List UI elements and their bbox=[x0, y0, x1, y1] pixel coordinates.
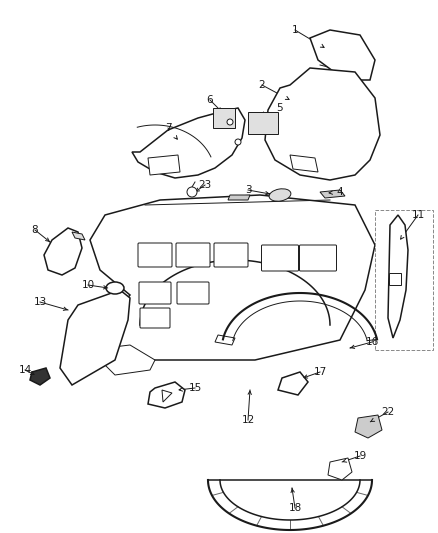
Text: 13: 13 bbox=[33, 297, 46, 307]
FancyBboxPatch shape bbox=[261, 245, 298, 271]
Bar bbox=[212, 108, 234, 128]
Bar bbox=[247, 112, 277, 134]
FancyBboxPatch shape bbox=[176, 243, 209, 267]
Text: 14: 14 bbox=[18, 365, 32, 375]
Text: 11: 11 bbox=[410, 210, 424, 220]
Circle shape bbox=[234, 139, 240, 145]
Polygon shape bbox=[215, 335, 234, 345]
Polygon shape bbox=[327, 458, 351, 480]
FancyBboxPatch shape bbox=[139, 282, 171, 304]
Polygon shape bbox=[148, 155, 180, 175]
Polygon shape bbox=[387, 215, 407, 338]
Text: 18: 18 bbox=[288, 503, 301, 513]
Polygon shape bbox=[60, 290, 130, 385]
Text: 23: 23 bbox=[198, 180, 211, 190]
Text: 2: 2 bbox=[258, 80, 265, 90]
Polygon shape bbox=[309, 30, 374, 80]
Text: 10: 10 bbox=[81, 280, 94, 290]
FancyBboxPatch shape bbox=[177, 282, 208, 304]
FancyBboxPatch shape bbox=[213, 243, 247, 267]
Polygon shape bbox=[90, 195, 374, 360]
Text: 22: 22 bbox=[381, 407, 394, 417]
Text: 6: 6 bbox=[206, 95, 213, 105]
Bar bbox=[374, 210, 432, 350]
Bar bbox=[388, 273, 400, 285]
FancyBboxPatch shape bbox=[140, 308, 170, 328]
Text: 1: 1 bbox=[291, 25, 298, 35]
Circle shape bbox=[187, 187, 197, 197]
Polygon shape bbox=[290, 155, 317, 172]
Text: 5: 5 bbox=[276, 103, 283, 113]
Polygon shape bbox=[148, 382, 184, 408]
Text: 3: 3 bbox=[244, 185, 251, 195]
Text: 8: 8 bbox=[32, 225, 38, 235]
Polygon shape bbox=[30, 368, 50, 385]
Circle shape bbox=[226, 119, 233, 125]
Ellipse shape bbox=[268, 189, 290, 201]
Polygon shape bbox=[319, 190, 344, 198]
Polygon shape bbox=[354, 415, 381, 438]
Ellipse shape bbox=[106, 282, 124, 294]
Text: 12: 12 bbox=[241, 415, 254, 425]
Text: 15: 15 bbox=[188, 383, 201, 393]
Polygon shape bbox=[72, 232, 85, 240]
FancyBboxPatch shape bbox=[138, 243, 172, 267]
Polygon shape bbox=[162, 390, 172, 402]
Polygon shape bbox=[100, 345, 155, 375]
Polygon shape bbox=[265, 68, 379, 180]
Text: 17: 17 bbox=[313, 367, 326, 377]
Text: 16: 16 bbox=[364, 337, 378, 347]
FancyBboxPatch shape bbox=[299, 245, 336, 271]
Text: 7: 7 bbox=[164, 123, 171, 133]
Polygon shape bbox=[227, 195, 249, 200]
Polygon shape bbox=[44, 228, 82, 275]
Text: 4: 4 bbox=[336, 187, 343, 197]
Polygon shape bbox=[132, 108, 244, 178]
Polygon shape bbox=[277, 372, 307, 395]
Text: 19: 19 bbox=[353, 451, 366, 461]
